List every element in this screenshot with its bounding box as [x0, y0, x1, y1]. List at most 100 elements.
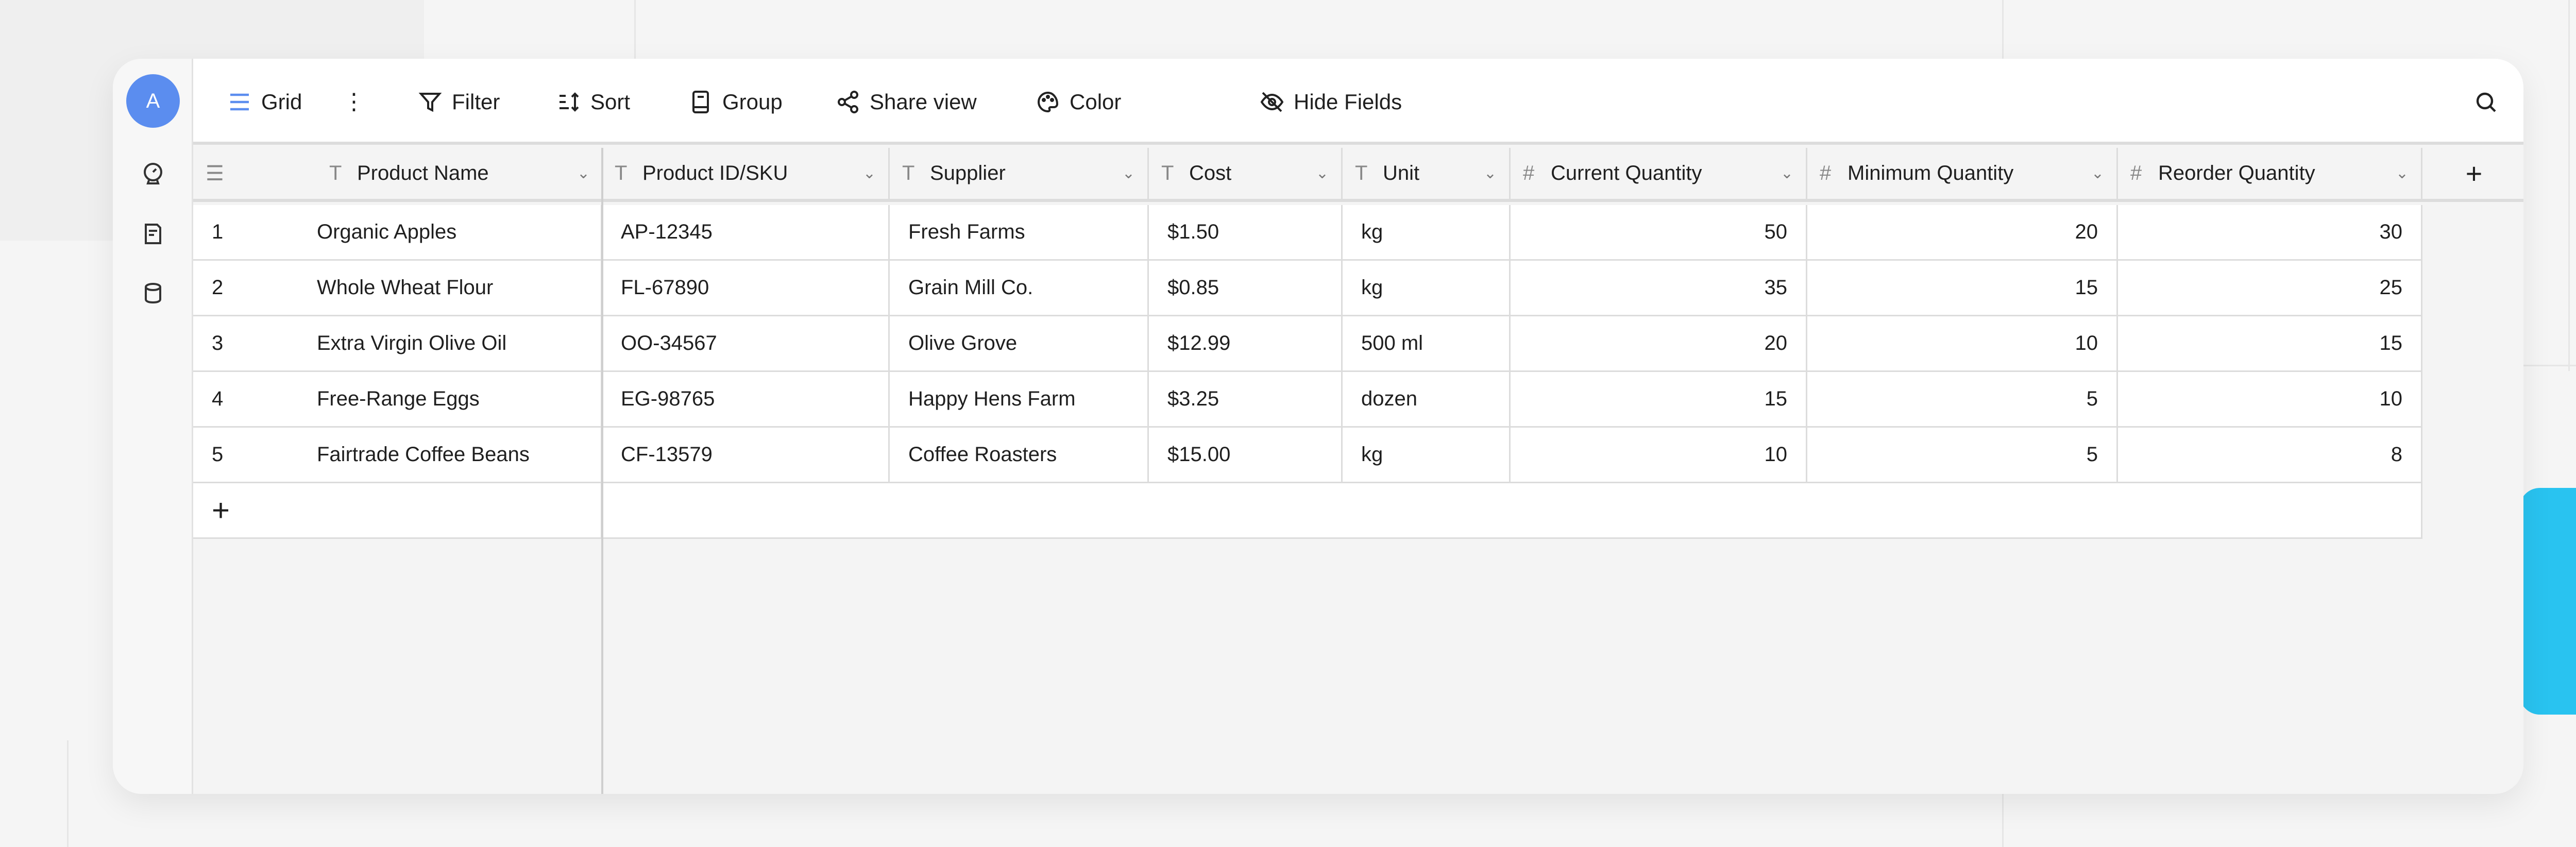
column-header-cost[interactable]: T Cost ⌄ — [1149, 148, 1343, 202]
chevron-down-icon[interactable]: ⌄ — [1483, 165, 1497, 182]
text-type-icon: T — [1161, 162, 1174, 184]
filter-label: Filter — [452, 89, 500, 114]
row-number: 2 — [193, 261, 317, 316]
table-cell[interactable]: 50 — [1511, 205, 1807, 261]
table-cell[interactable]: kg — [1343, 261, 1511, 316]
sort-label: Sort — [590, 89, 631, 114]
table-cell[interactable]: 5 — [1807, 428, 2118, 483]
left-rail: A — [113, 59, 193, 794]
table-cell[interactable]: $1.50 — [1149, 205, 1343, 261]
text-type-icon: T — [329, 162, 342, 184]
row-number: 4 — [193, 372, 317, 428]
table-cell[interactable]: Free-Range Eggs — [317, 372, 602, 428]
column-label: Product Name — [357, 162, 489, 184]
table-cell[interactable]: 10 — [2118, 372, 2422, 428]
notes-icon[interactable] — [141, 222, 165, 246]
table-cell[interactable]: Fairtrade Coffee Beans — [317, 428, 602, 483]
sort-button[interactable]: Sort — [556, 59, 630, 145]
table-cell[interactable]: 20 — [1807, 205, 2118, 261]
group-icon — [692, 90, 709, 113]
table-cell[interactable]: CF-13579 — [602, 428, 890, 483]
color-button[interactable]: Color — [1036, 59, 1121, 145]
table-cell[interactable]: dozen — [1343, 372, 1511, 428]
table-cell[interactable]: $15.00 — [1149, 428, 1343, 483]
number-type-icon: # — [1820, 162, 1832, 184]
table-cell[interactable]: Fresh Farms — [890, 205, 1149, 261]
chevron-down-icon[interactable]: ⌄ — [1315, 165, 1329, 182]
column-label: Minimum Quantity — [1848, 162, 2014, 184]
search-icon — [2476, 92, 2496, 112]
add-column-button[interactable]: + — [2422, 148, 2523, 202]
dashboard-icon[interactable] — [141, 161, 165, 185]
table-cell[interactable]: 10 — [1511, 428, 1807, 483]
add-row-button[interactable]: + — [193, 483, 602, 539]
group-button[interactable]: Group — [688, 59, 783, 145]
table-cell[interactable]: 10 — [1807, 316, 2118, 372]
table-cell[interactable]: Organic Apples — [317, 205, 602, 261]
table-cell[interactable]: 8 — [2118, 428, 2422, 483]
more-vertical-icon: ⋮ — [343, 89, 365, 114]
table-cell[interactable]: 15 — [2118, 316, 2422, 372]
palette-icon — [1038, 91, 1059, 112]
table-cell[interactable]: 500 ml — [1343, 316, 1511, 372]
table-cell[interactable]: Grain Mill Co. — [890, 261, 1149, 316]
table-cell[interactable]: Extra Virgin Olive Oil — [317, 316, 602, 372]
table-cell[interactable]: 35 — [1511, 261, 1807, 316]
eye-off-icon — [1260, 92, 1284, 112]
column-header-supplier[interactable]: T Supplier ⌄ — [890, 148, 1149, 202]
hide-fields-button[interactable]: Hide Fields — [1260, 59, 1402, 145]
table-cell[interactable]: 5 — [1807, 372, 2118, 428]
table-cell[interactable]: kg — [1343, 428, 1511, 483]
column-label: Current Quantity — [1551, 162, 1702, 184]
color-label: Color — [1070, 89, 1122, 114]
grid-view-button[interactable]: Grid — [227, 59, 302, 145]
chevron-down-icon[interactable]: ⌄ — [1122, 165, 1135, 182]
column-header-unit[interactable]: T Unit ⌄ — [1343, 148, 1511, 202]
table-cell[interactable]: 15 — [1807, 261, 2118, 316]
chevron-down-icon[interactable]: ⌄ — [577, 165, 590, 182]
frozen-column-divider[interactable] — [601, 148, 603, 794]
share-icon — [838, 90, 858, 113]
number-type-icon: # — [1523, 162, 1535, 184]
chevron-down-icon[interactable]: ⌄ — [1780, 165, 1793, 182]
filter-button[interactable]: Filter — [418, 59, 500, 145]
table-cell[interactable]: $0.85 — [1149, 261, 1343, 316]
database-icon[interactable] — [141, 281, 165, 306]
text-type-icon: T — [1355, 162, 1368, 184]
chevron-down-icon[interactable]: ⌄ — [862, 165, 876, 182]
column-header-product-name[interactable]: T Product Name ⌄ — [317, 148, 602, 202]
add-row-area[interactable] — [602, 483, 2422, 539]
column-header-product-id-sku[interactable]: T Product ID/SKU ⌄ — [602, 148, 890, 202]
row-number: 1 — [193, 205, 317, 261]
search-button[interactable] — [2473, 59, 2498, 145]
table-cell[interactable]: EG-98765 — [602, 372, 890, 428]
decorative-blob — [2519, 488, 2576, 715]
table-cell[interactable]: 20 — [1511, 316, 1807, 372]
text-type-icon: T — [615, 162, 628, 184]
column-header-current-quantity[interactable]: # Current Quantity ⌄ — [1511, 148, 1807, 202]
column-header-reorder-quantity[interactable]: # Reorder Quantity ⌄ — [2118, 148, 2422, 202]
column-label: Unit — [1383, 162, 1420, 184]
more-options-button[interactable]: ⋮ — [343, 59, 365, 145]
table-cell[interactable]: 30 — [2118, 205, 2422, 261]
table-cell[interactable]: OO-34567 — [602, 316, 890, 372]
table-cell[interactable]: kg — [1343, 205, 1511, 261]
chevron-down-icon[interactable]: ⌄ — [2395, 165, 2409, 182]
table-cell[interactable]: 25 — [2118, 261, 2422, 316]
table-cell[interactable]: Olive Grove — [890, 316, 1149, 372]
avatar[interactable]: A — [126, 74, 180, 128]
column-header-minimum-quantity[interactable]: # Minimum Quantity ⌄ — [1807, 148, 2118, 202]
chevron-down-icon[interactable]: ⌄ — [2091, 165, 2104, 182]
grid-icon — [230, 93, 249, 110]
share-view-button[interactable]: Share view — [836, 59, 977, 145]
table-cell[interactable]: Whole Wheat Flour — [317, 261, 602, 316]
table-cell[interactable]: 15 — [1511, 372, 1807, 428]
table-cell[interactable]: Coffee Roasters — [890, 428, 1149, 483]
grid-label: Grid — [261, 89, 302, 114]
table-cell[interactable]: AP-12345 — [602, 205, 890, 261]
table-cell[interactable]: $3.25 — [1149, 372, 1343, 428]
table-cell[interactable]: FL-67890 — [602, 261, 890, 316]
column-label: Reorder Quantity — [2158, 162, 2315, 184]
table-cell[interactable]: Happy Hens Farm — [890, 372, 1149, 428]
table-cell[interactable]: $12.99 — [1149, 316, 1343, 372]
